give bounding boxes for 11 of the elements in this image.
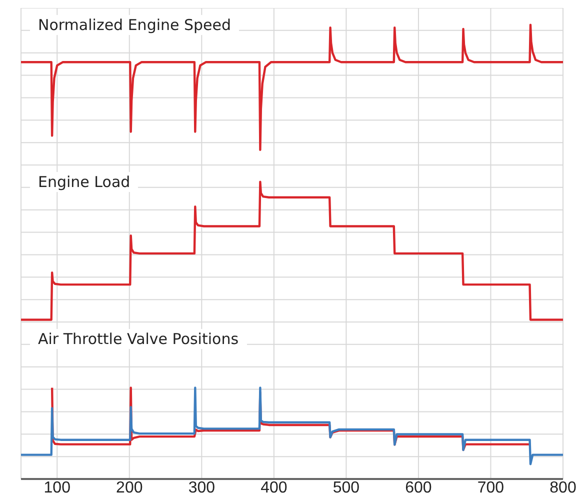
x-tick-label: 700 [477,479,504,496]
chart-title: Engine Load [30,172,138,192]
x-tick-label: 200 [116,479,143,496]
x-tick-label: 400 [260,479,288,496]
x-tick-label: 500 [332,479,360,496]
x-tick-label: 600 [405,479,432,496]
chart-title: Normalized Engine Speed [30,15,240,35]
chart-title: Air Throttle Valve Positions [30,329,247,349]
x-tick-label: 800 [550,479,576,496]
x-tick-label: 300 [188,479,216,496]
x-tick-label: 100 [44,479,71,496]
